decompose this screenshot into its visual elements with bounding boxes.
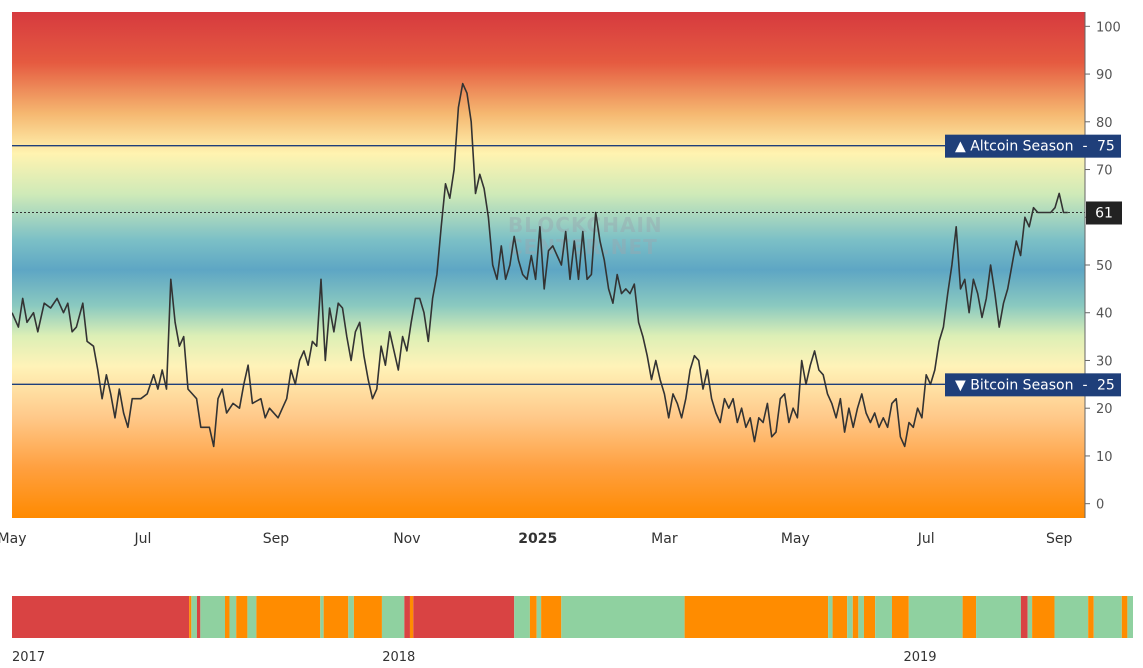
- timeline-segment: [229, 596, 237, 638]
- timeline-segment: [875, 596, 892, 638]
- y-tick-label: 40: [1096, 307, 1113, 322]
- timeline-segment: [863, 596, 876, 638]
- timeline-segment: [962, 596, 977, 638]
- timeline-segment: [191, 596, 197, 638]
- timeline-segment: [514, 596, 530, 638]
- current-badge-box: [1086, 201, 1122, 225]
- current-value-badge: 61: [1086, 201, 1122, 225]
- timeline-segment: [1127, 596, 1133, 638]
- timeline-segment: [1121, 596, 1128, 638]
- timeline-segment: [847, 596, 853, 638]
- reference-badge-label: ▲ Altcoin Season: [955, 139, 1073, 155]
- timeline-segment: [1054, 596, 1089, 638]
- timeline-segment: [1093, 596, 1122, 638]
- reference-lines: [12, 144, 1085, 386]
- y-tick-label: 0: [1096, 498, 1104, 513]
- timeline-year-label: 2019: [903, 650, 936, 665]
- x-tick-label: 2025: [518, 531, 557, 547]
- x-tick-label: May: [0, 531, 26, 547]
- y-tick-label: 90: [1096, 68, 1113, 83]
- watermark: BLOCKCHAIN CENTER.NET: [508, 213, 663, 259]
- reference-badge-value: 75: [1097, 139, 1115, 155]
- timeline-segment: [189, 596, 192, 638]
- x-tick-label: Mar: [651, 531, 678, 547]
- reference-badge-separator: -: [1082, 139, 1087, 155]
- y-tick-label: 30: [1096, 354, 1113, 369]
- timeline-segment: [858, 596, 864, 638]
- x-tick-label: Sep: [263, 531, 290, 547]
- timeline-segment: [832, 596, 848, 638]
- y-tick-label: 50: [1096, 259, 1113, 274]
- timeline-segment: [404, 596, 410, 638]
- x-tick-label: Sep: [1046, 531, 1073, 547]
- x-tick-label: Jul: [917, 531, 935, 547]
- timeline-segment: [12, 596, 190, 638]
- reference-badges: ▲ Altcoin Season -75▼ Bitcoin Season -25: [945, 134, 1121, 397]
- reference-badge-value: 25: [1097, 377, 1115, 393]
- timeline-segment: [323, 596, 349, 638]
- reference-badge-box: [945, 134, 1121, 158]
- timeline-segment: [236, 596, 248, 638]
- timeline-segment: [541, 596, 562, 638]
- y-tick-label: 70: [1096, 164, 1113, 179]
- timeline-segment: [256, 596, 321, 638]
- timeline-segment: [196, 596, 201, 638]
- x-tick-label: May: [781, 531, 810, 547]
- timeline-labels: 2017 2018 2019: [12, 650, 937, 665]
- timeline-segment: [852, 596, 859, 638]
- timeline-segment: [536, 596, 542, 638]
- sentiment-gradient-background: [12, 12, 1085, 518]
- timeline-segment: [413, 596, 515, 638]
- timeline-segment: [224, 596, 230, 638]
- timeline-segment: [908, 596, 963, 638]
- watermark-line1: BLOCKCHAIN: [508, 213, 663, 237]
- timeline-segment: [200, 596, 225, 638]
- timeline-segment: [1088, 596, 1094, 638]
- y-tick-label: 20: [1096, 402, 1113, 417]
- y-tick-label: 10: [1096, 450, 1113, 465]
- timeline-segment: [561, 596, 685, 638]
- x-tick-label: Nov: [393, 531, 420, 547]
- timeline-segments: [12, 596, 1133, 638]
- altcoin-index-line: [12, 82, 1068, 448]
- reference-badge-box: [945, 373, 1121, 397]
- timeline-segment: [348, 596, 354, 638]
- x-axis-ticks: May Jul Sep Nov 2025 Mar May Jul Sep: [0, 531, 1073, 547]
- timeline-segment: [891, 596, 909, 638]
- timeline-segment: [381, 596, 405, 638]
- timeline-segment: [976, 596, 1021, 638]
- timeline-segment: [1027, 596, 1033, 638]
- timeline-segment: [409, 596, 414, 638]
- current-badge-value: 61: [1095, 205, 1113, 221]
- timeline-segment: [1032, 596, 1055, 638]
- reference-badge-separator: -: [1082, 377, 1087, 393]
- timeline-segment: [320, 596, 324, 638]
- x-tick-label: Jul: [133, 531, 151, 547]
- timeline-segment: [1020, 596, 1028, 638]
- timeline-year-label: 2018: [382, 650, 415, 665]
- reference-badge-label: ▼ Bitcoin Season: [955, 377, 1074, 393]
- y-tick-label: 100: [1096, 20, 1121, 35]
- timeline-segment: [529, 596, 537, 638]
- timeline-segment: [353, 596, 382, 638]
- y-tick-label: 80: [1096, 116, 1113, 131]
- timeline-segment: [828, 596, 833, 638]
- timeline-year-label: 2017: [12, 650, 45, 665]
- timeline-segment: [247, 596, 257, 638]
- timeline-segment: [684, 596, 829, 638]
